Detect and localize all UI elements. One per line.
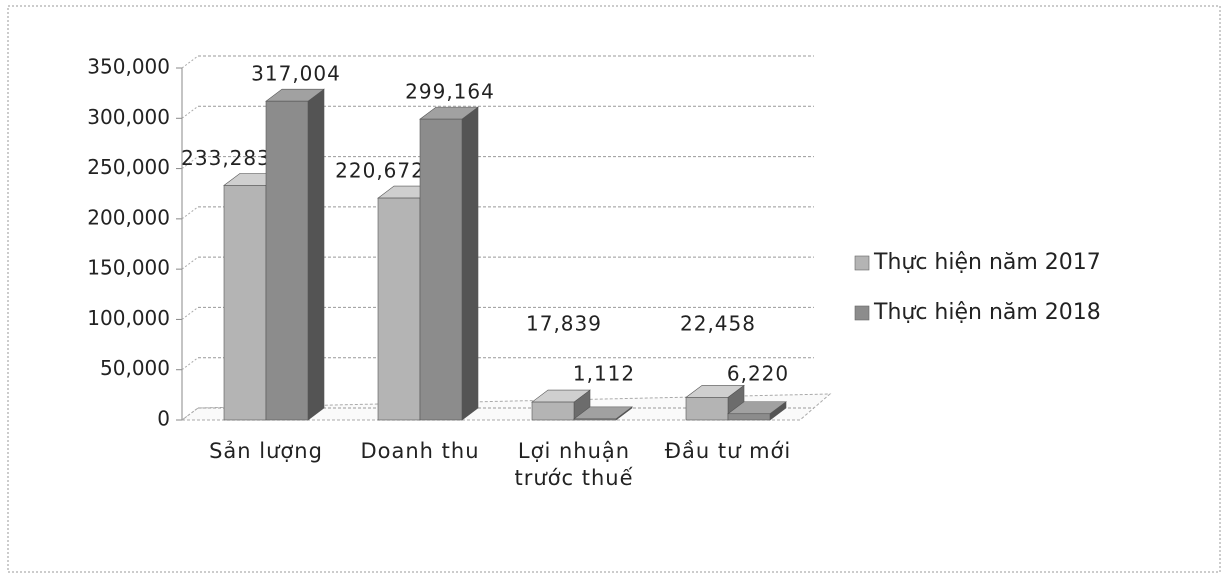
y-tick-label: 350,000: [87, 55, 170, 79]
x-tick-label: Lợi nhuận trước thuế: [514, 439, 634, 490]
chart-border: [7, 5, 1221, 573]
bar-front: [223, 185, 267, 421]
grid-line-side: [181, 156, 199, 169]
data-label: 317,004: [251, 62, 341, 86]
bar-front: [573, 418, 617, 421]
bar-front: [419, 118, 463, 421]
y-tick-label: 100,000: [87, 306, 170, 330]
grid-line-side: [181, 206, 199, 220]
bar-front: [377, 197, 421, 421]
bar-front: [531, 401, 575, 421]
x-tick-label: Đầu tư mới: [664, 439, 792, 463]
legend-label: Thực hiện năm 2018: [873, 300, 1101, 325]
data-label: 17,839: [526, 312, 602, 336]
bar-side: [307, 88, 325, 421]
data-label: 1,112: [573, 362, 635, 386]
grid-line-side: [181, 407, 199, 421]
bar: [531, 389, 591, 421]
y-tick-label: 0: [157, 407, 170, 431]
y-tick-label: 250,000: [87, 155, 170, 179]
grid-line-side: [181, 307, 199, 320]
bar-side: [461, 106, 479, 421]
data-label: 22,458: [680, 312, 756, 336]
x-tick-label: Doanh thu: [360, 439, 480, 463]
bar: [265, 88, 325, 421]
legend-label: Thực hiện năm 2017: [873, 250, 1101, 275]
data-label: 233,283: [181, 146, 271, 170]
grid-line-side: [181, 357, 199, 371]
bar-front: [265, 100, 309, 421]
bar-front: [727, 413, 771, 421]
grid-line-side: [181, 55, 199, 69]
y-tick-label: 50,000: [100, 356, 170, 380]
data-label: 299,164: [405, 80, 495, 104]
legend-swatch: [854, 305, 870, 321]
bar-front: [685, 397, 729, 421]
legend-swatch: [854, 255, 870, 271]
y-tick-label: 150,000: [87, 256, 170, 280]
bar: [573, 406, 633, 421]
grid-line-side: [181, 105, 199, 119]
x-tick-label: Sản lượng: [209, 439, 323, 463]
bar: [727, 401, 787, 421]
data-label: 6,220: [727, 362, 789, 386]
grid-line-side: [181, 256, 199, 270]
data-label: 220,672: [335, 159, 425, 183]
y-tick-label: 200,000: [87, 205, 170, 229]
bar: [419, 106, 479, 421]
y-tick-label: 300,000: [87, 105, 170, 129]
